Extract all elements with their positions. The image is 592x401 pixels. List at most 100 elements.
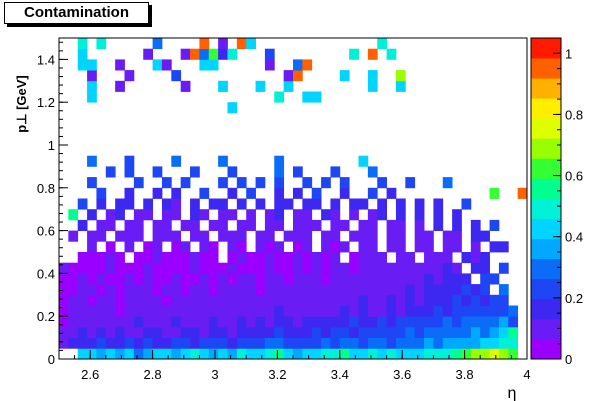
heatmap-cell [386, 262, 397, 274]
heatmap-cell [143, 273, 153, 285]
heatmap-cell [367, 348, 378, 360]
heatmap-cell [508, 305, 519, 317]
heatmap-cell [180, 219, 191, 231]
heatmap-cell [68, 316, 79, 328]
heatmap-cell [264, 209, 275, 221]
heatmap-cell [68, 294, 79, 306]
heatmap-cell [414, 348, 425, 360]
heatmap-cell [264, 230, 275, 242]
heatmap-cell [302, 305, 313, 317]
heatmap-cell [161, 219, 172, 231]
heatmap-cell [246, 252, 256, 264]
heatmap-cell [442, 252, 453, 264]
heatmap-cell [386, 230, 397, 242]
heatmap-cell [115, 273, 125, 285]
heatmap-cell [424, 284, 434, 296]
heatmap-cell [321, 209, 331, 221]
heatmap-cell [171, 316, 182, 328]
heatmap-cell [321, 316, 331, 328]
heatmap-cell [302, 219, 313, 231]
heatmap-cell [321, 305, 331, 317]
heatmap-cell [105, 326, 116, 338]
heatmap-cell [302, 284, 313, 296]
heatmap-cell [87, 273, 97, 285]
heatmap-cell [452, 262, 462, 274]
heatmap-cell [452, 284, 462, 296]
heatmap-cell [96, 252, 107, 264]
heatmap-cell [302, 294, 313, 306]
heatmap-cell [152, 230, 163, 242]
heatmap-cell [283, 337, 294, 349]
heatmap-cell [293, 209, 303, 221]
heatmap-cell [489, 294, 500, 306]
heatmap-cell [377, 348, 387, 360]
heatmap-cell [161, 262, 172, 274]
heatmap-cell [358, 326, 369, 338]
heatmap-cell [386, 337, 397, 349]
heatmap-cell [171, 187, 182, 199]
heatmap-cell [255, 198, 266, 210]
heatmap-cell [470, 219, 481, 231]
palette-swatch [531, 338, 561, 360]
heatmap-cell [405, 177, 416, 189]
heatmap-cell [255, 241, 266, 253]
heatmap-cell [358, 348, 369, 360]
heatmap-cell [489, 316, 500, 328]
heatmap-cell [199, 273, 210, 285]
heatmap-cell [161, 230, 172, 242]
heatmap-cell [433, 209, 444, 221]
heatmap-cell [414, 198, 425, 210]
heatmap-cell [293, 262, 303, 274]
heatmap-cell [246, 273, 256, 285]
heatmap-cell [227, 241, 238, 253]
heatmap-cell [274, 262, 285, 274]
heatmap-cell [386, 241, 397, 253]
heatmap-cell [227, 48, 238, 60]
heatmap-cell [349, 294, 359, 306]
heatmap-cell [442, 262, 453, 274]
heatmap-cell [349, 326, 359, 338]
heatmap-cell [461, 326, 472, 338]
heatmap-cell [133, 219, 144, 231]
heatmap-cell [124, 219, 135, 231]
heatmap-cell [77, 273, 88, 285]
heatmap-cell [152, 273, 163, 285]
heatmap-cell [424, 230, 434, 242]
heatmap-cell [321, 284, 331, 296]
heatmap-cell [96, 284, 107, 296]
heatmap-cell [330, 273, 341, 285]
heatmap-cell [358, 294, 369, 306]
heatmap-cell [274, 219, 285, 231]
heatmap-cell [208, 252, 219, 264]
heatmap-cell [302, 337, 313, 349]
palette-swatch [531, 178, 561, 199]
heatmap-cell [395, 209, 406, 221]
heatmap-cell [171, 348, 182, 360]
heatmap-cell [386, 305, 397, 317]
heatmap-cell [293, 316, 303, 328]
heatmap-cell [377, 38, 387, 50]
heatmap-cell [433, 316, 444, 328]
heatmap-cell [246, 316, 256, 328]
heatmap-cell [180, 273, 191, 285]
heatmap-cell [227, 273, 238, 285]
heatmap-cell [171, 230, 182, 242]
heatmap-cell [489, 305, 500, 317]
heatmap-cell [480, 305, 490, 317]
heatmap-cell [152, 187, 163, 199]
heatmap-cell [414, 326, 425, 338]
heatmap-cell [96, 337, 107, 349]
heatmap-cell [293, 59, 303, 71]
heatmap-cell [302, 262, 313, 274]
heatmap-cell [480, 284, 490, 296]
palette-swatch [531, 158, 561, 179]
heatmap-cell [414, 294, 425, 306]
heatmap-cell [274, 337, 285, 349]
heatmap-cell [358, 155, 369, 167]
heatmap-cell [377, 198, 387, 210]
heatmap-cell [330, 209, 341, 221]
heatmap-cell [115, 294, 125, 306]
heatmap-cell [152, 38, 163, 50]
heatmap-cell [293, 348, 303, 360]
heatmap-cell [152, 326, 163, 338]
